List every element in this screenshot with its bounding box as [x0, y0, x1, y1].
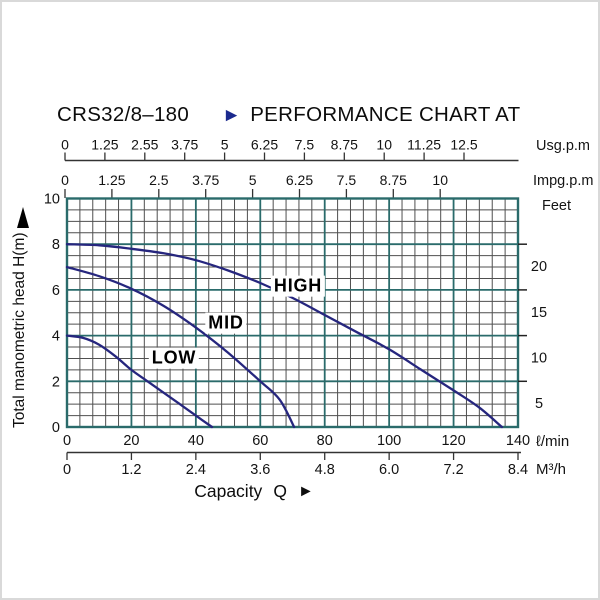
- title-arrow-icon: ►: [222, 104, 242, 126]
- m3h-tick-label: 1.2: [121, 462, 141, 478]
- chart-title-row: CRS32/8–180 ► PERFORMANCE CHART AT: [57, 103, 520, 127]
- x-axis-title-row: Capacity Q ►: [154, 481, 354, 502]
- capacity-label: Capacity: [194, 481, 263, 501]
- head-m-tick-label: 4: [52, 329, 60, 345]
- usgpm-tick-label: 11.25: [407, 137, 441, 153]
- impgpm-tick-label: 6.25: [286, 172, 313, 188]
- curve-label-high: HIGH: [270, 275, 326, 297]
- head-m-tick-label: 10: [44, 192, 60, 208]
- lmin-tick-label: 20: [123, 433, 139, 449]
- capacity-arrow-icon: ►: [297, 482, 314, 500]
- usgpm-unit-label: Usg.p.m: [536, 138, 590, 154]
- plot-border: [65, 197, 520, 429]
- lmin-tick-label: 100: [377, 433, 401, 449]
- impgpm-tick-label: 8.75: [380, 172, 407, 188]
- impgpm-tick-label: 1.25: [98, 172, 125, 188]
- usgpm-tick-label: 3.75: [171, 137, 198, 153]
- curve-label-low: LOW: [148, 347, 200, 369]
- impgpm-tick-label: 0: [61, 172, 69, 188]
- feet-tick-label: 20: [531, 259, 547, 275]
- usgpm-tick-label: 6.25: [251, 137, 278, 153]
- chart-title-text: PERFORMANCE CHART AT: [250, 103, 521, 126]
- usgpm-tick-label: 1.25: [91, 137, 118, 153]
- capacity-symbol: Q: [273, 481, 287, 501]
- lmin-tick-label: 40: [188, 433, 204, 449]
- pump-model-label: CRS32/8–180: [57, 103, 190, 126]
- usgpm-tick-label: 2.55: [131, 137, 158, 153]
- impgpm-tick-label: 5: [249, 172, 257, 188]
- feet-tick-label: 15: [531, 305, 547, 321]
- curve-low: [65, 334, 214, 429]
- head-m-tick-label: 8: [52, 237, 60, 253]
- m3h-tick-label: 3.6: [250, 462, 270, 478]
- lmin-tick-label: 140: [506, 433, 530, 449]
- impgpm-unit-label: Impg.p.m: [533, 173, 594, 189]
- impgpm-tick-label: 7.5: [337, 172, 357, 188]
- m3h-tick-label: 2.4: [186, 462, 206, 478]
- impgpm-tick-label: 3.75: [192, 172, 219, 188]
- curve-mid: [65, 265, 296, 429]
- y-axis-up-arrow-icon: [17, 207, 29, 228]
- usgpm-tick-label: 8.75: [331, 137, 358, 153]
- m3h-tick-label: 0: [63, 462, 71, 478]
- lmin-tick-label: 80: [317, 433, 333, 449]
- curve-high: [65, 243, 504, 429]
- m3h-unit-label: M³/h: [536, 461, 566, 478]
- usgpm-tick-label: 12.5: [450, 137, 477, 153]
- feet-tick-label: 5: [535, 396, 543, 412]
- m3h-tick-label: 6.0: [379, 462, 399, 478]
- lmin-unit-label: ℓ/min: [536, 433, 570, 450]
- lmin-tick-label: 0: [63, 433, 71, 449]
- usgpm-tick-label: 7.5: [295, 137, 315, 153]
- head-m-tick-label: 0: [52, 420, 60, 436]
- feet-tick-label: 10: [531, 350, 547, 366]
- curve-label-mid: MID: [205, 312, 247, 334]
- impgpm-tick-label: 2.5: [149, 172, 169, 188]
- feet-unit-label: Feet: [542, 198, 572, 214]
- m3h-tick-label: 8.4: [508, 462, 528, 478]
- m3h-tick-label: 7.2: [443, 462, 463, 478]
- head-m-tick-label: 2: [52, 374, 60, 390]
- usgpm-tick-label: 10: [376, 137, 392, 153]
- impgpm-tick-label: 10: [432, 172, 448, 188]
- m3h-tick-label: 4.8: [315, 462, 335, 478]
- usgpm-tick-label: 0: [61, 137, 69, 153]
- lmin-tick-label: 120: [441, 433, 465, 449]
- lmin-tick-label: 60: [252, 433, 268, 449]
- head-m-tick-label: 6: [52, 283, 60, 299]
- usgpm-tick-label: 5: [221, 137, 229, 153]
